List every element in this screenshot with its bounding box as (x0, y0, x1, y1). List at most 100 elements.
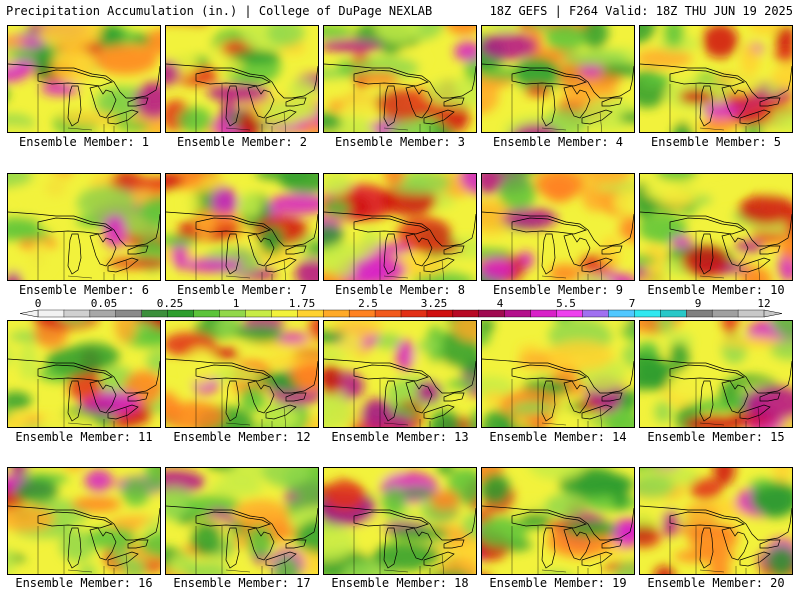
colorbar-swatch (452, 309, 480, 318)
great-lakes-outline (482, 63, 634, 132)
colorbar-swatch (323, 309, 350, 318)
colorbar-swatch (582, 309, 609, 318)
colorbar-swatch (737, 309, 765, 318)
colorbar-right-arrow (763, 309, 783, 318)
ensemble-member-label: Ensemble Member: 10 (647, 283, 785, 297)
colorbar-swatch (219, 309, 246, 318)
ensemble-member-label: Ensemble Member: 6 (18, 283, 150, 297)
ensemble-member-panel (323, 173, 477, 281)
great-lakes-outline (8, 211, 160, 280)
run-valid-time: 18Z GEFS | F264 Valid: 18Z THU JUN 19 20… (489, 4, 793, 18)
colorbar-tick-label: 0.05 (91, 297, 118, 310)
ensemble-member-label: Ensemble Member: 12 (173, 430, 311, 444)
ensemble-member-label: Ensemble Member: 8 (334, 283, 466, 297)
ensemble-member-label: Ensemble Member: 20 (647, 576, 785, 590)
ensemble-member-label: Ensemble Member: 1 (18, 135, 150, 149)
colorbar-swatch (556, 309, 584, 318)
great-lakes-outline (166, 505, 318, 574)
great-lakes-outline (166, 63, 318, 132)
colorbar-swatch (297, 309, 324, 318)
great-lakes-outline (324, 211, 476, 280)
great-lakes-outline (8, 505, 160, 574)
great-lakes-outline (166, 358, 318, 427)
great-lakes-outline (482, 358, 634, 427)
colorbar-tick-label: 2.5 (358, 297, 378, 310)
colorbar-swatch (37, 309, 65, 318)
colorbar-tick-label: 3.25 (421, 297, 448, 310)
precip-colorbar: 0 0.05 0.25 1 1.75 2.5 3.25 4 5.5 7 9 12 (19, 297, 783, 318)
great-lakes-outline (8, 63, 160, 132)
ensemble-member-panel (639, 25, 793, 133)
ensemble-member-panel (323, 320, 477, 428)
ensemble-member-panel (165, 173, 319, 281)
colorbar-swatch (245, 309, 272, 318)
ensemble-member-panel (165, 25, 319, 133)
ensemble-member-label: Ensemble Member: 3 (334, 135, 466, 149)
ensemble-member-panel (7, 320, 161, 428)
ensemble-member-label: Ensemble Member: 16 (15, 576, 153, 590)
colorbar-swatch (193, 309, 221, 318)
ensemble-member-label: Ensemble Member: 4 (492, 135, 624, 149)
great-lakes-outline (324, 63, 476, 132)
great-lakes-outline (482, 211, 634, 280)
colorbar-swatch (63, 309, 91, 318)
great-lakes-outline (640, 358, 792, 427)
great-lakes-outline (166, 211, 318, 280)
ensemble-member-label: Ensemble Member: 18 (331, 576, 469, 590)
ensemble-member-panel (639, 320, 793, 428)
colorbar-tick-label: 1.75 (289, 297, 316, 310)
colorbar-tick-label: 4 (497, 297, 504, 310)
colorbar-tick-label: 0.25 (157, 297, 184, 310)
ensemble-member-panel (165, 320, 319, 428)
colorbar-tick-label: 5.5 (556, 297, 576, 310)
colorbar-swatch (348, 309, 376, 318)
colorbar-swatch (504, 309, 532, 318)
colorbar-swatch (634, 309, 661, 318)
ensemble-member-panel (7, 173, 161, 281)
colorbar-left-arrow (19, 309, 39, 318)
ensemble-member-label: Ensemble Member: 19 (489, 576, 627, 590)
ensemble-member-label: Ensemble Member: 5 (650, 135, 782, 149)
colorbar-swatch (115, 309, 143, 318)
colorbar-swatch (167, 309, 195, 318)
great-lakes-outline (482, 505, 634, 574)
ensemble-member-label: Ensemble Member: 7 (176, 283, 308, 297)
ensemble-member-panel (481, 320, 635, 428)
ensemble-member-label: Ensemble Member: 15 (647, 430, 785, 444)
ensemble-member-panel (323, 25, 477, 133)
colorbar-tick-label: 7 (629, 297, 636, 310)
colorbar-tick-label: 9 (695, 297, 702, 310)
ensemble-member-panel (7, 467, 161, 575)
colorbar-swatch (141, 309, 169, 318)
ensemble-member-label: Ensemble Member: 2 (176, 135, 308, 149)
great-lakes-outline (640, 211, 792, 280)
colorbar-tick-label: 1 (233, 297, 240, 310)
ensemble-member-panel (323, 467, 477, 575)
ensemble-member-label: Ensemble Member: 17 (173, 576, 311, 590)
colorbar-swatch (686, 309, 713, 318)
ensemble-member-panel (639, 173, 793, 281)
great-lakes-outline (324, 358, 476, 427)
colorbar-swatch (530, 309, 558, 318)
ensemble-member-panel (481, 173, 635, 281)
great-lakes-outline (324, 505, 476, 574)
ensemble-member-label: Ensemble Member: 9 (492, 283, 624, 297)
ensemble-member-panel (165, 467, 319, 575)
colorbar-swatch (271, 309, 298, 318)
colorbar-swatch (426, 309, 454, 318)
ensemble-member-panel (639, 467, 793, 575)
ensemble-member-panel (7, 25, 161, 133)
colorbar-swatch (660, 309, 687, 318)
colorbar-swatch (478, 309, 506, 318)
ensemble-member-label: Ensemble Member: 13 (331, 430, 469, 444)
ensemble-member-panel (481, 467, 635, 575)
map-title: Precipitation Accumulation (in.) | Colle… (6, 4, 433, 18)
colorbar-swatch (400, 309, 428, 318)
great-lakes-outline (640, 63, 792, 132)
colorbar-swatch (608, 309, 635, 318)
colorbar-swatch (374, 309, 402, 318)
ensemble-member-label: Ensemble Member: 11 (15, 430, 153, 444)
great-lakes-outline (8, 358, 160, 427)
colorbar-swatch (89, 309, 117, 318)
ensemble-member-label: Ensemble Member: 14 (489, 430, 627, 444)
